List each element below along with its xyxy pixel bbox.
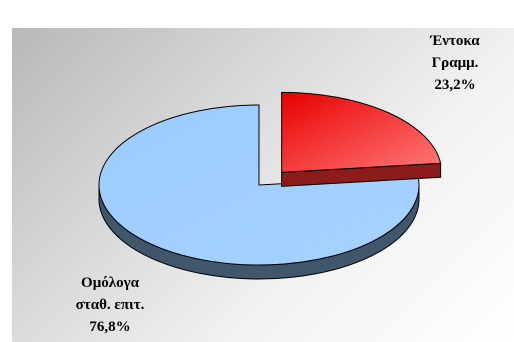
slice-value-omologa: 76,8% bbox=[89, 319, 131, 335]
slice-value-entoka: 23,2% bbox=[434, 77, 476, 93]
slice-label-entoka-line-1: Έντοκα bbox=[430, 33, 480, 49]
pie-slice-1 bbox=[98, 104, 420, 266]
slice-label-omologa: Ομόλογα σταθ. επιτ. 76,8% bbox=[40, 272, 180, 338]
slice-label-omologa-line-2: σταθ. επιτ. bbox=[75, 297, 145, 313]
slice-label-omologa-line-1: Ομόλογα bbox=[81, 275, 139, 291]
slice-label-entoka-line-2: Γραμμ. bbox=[431, 55, 479, 71]
pie-slice-0 bbox=[281, 91, 442, 173]
slice-label-entoka: Έντοκα Γραμμ. 23,2% bbox=[400, 30, 510, 96]
